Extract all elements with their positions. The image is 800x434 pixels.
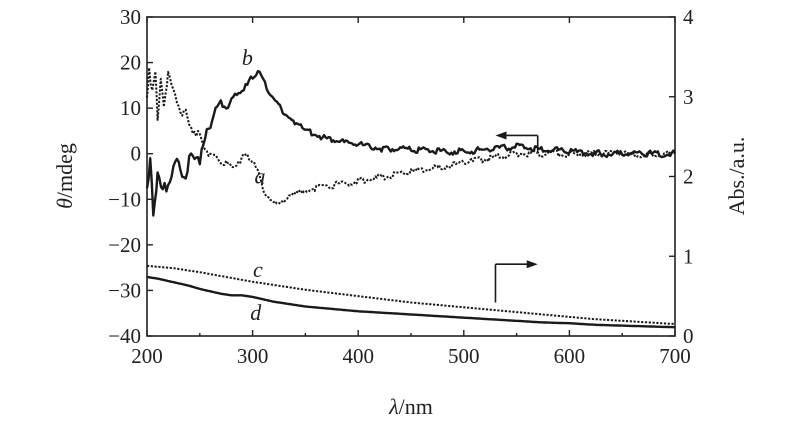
y-left-tick-label: −10	[108, 187, 141, 211]
x-axis-label-unit: /nm	[399, 394, 433, 419]
series-label-a: a	[254, 163, 265, 188]
x-axis-label-var: λ	[388, 394, 399, 419]
plot-frame	[146, 16, 676, 337]
x-tick-label: 700	[659, 344, 691, 368]
y-right-tick-label: 0	[683, 324, 694, 348]
series-labels: a b cd	[242, 45, 266, 325]
x-tick-label: 600	[554, 344, 586, 368]
y-right-tick-label: 1	[683, 244, 694, 268]
arrow-left-icon	[495, 131, 507, 140]
axis-arrows	[494, 131, 539, 303]
y-right-tick-label: 2	[683, 165, 694, 189]
axis-ticks: 200 300 400 500 600 700−40−30−20−100102030012…	[108, 5, 694, 368]
series-line-c	[146, 264, 676, 325]
y-left-axis-label-unit: /mdeg	[52, 143, 77, 198]
y-left-tick-label: −40	[108, 324, 141, 348]
arrow-right-icon	[526, 260, 538, 269]
x-tick-label: 500	[448, 344, 480, 368]
x-tick-label: 300	[237, 344, 269, 368]
y-left-tick-label: 10	[120, 96, 141, 120]
y-left-axis-label-var: θ	[52, 198, 77, 209]
series-label-b: b	[242, 45, 253, 70]
series-line-a	[146, 66, 676, 205]
x-axis-label: λ/nm	[388, 394, 433, 419]
series-label-c: c	[253, 257, 263, 282]
y-left-axis-label: θ/mdeg	[52, 143, 77, 209]
y-right-axis-label: Abs./a.u.	[724, 137, 749, 216]
x-tick-label: 200	[131, 344, 163, 368]
series-label-d: d	[250, 300, 262, 325]
y-left-tick-label: −20	[108, 233, 141, 257]
series-line-b	[145, 69, 677, 217]
x-tick-label: 400	[342, 344, 374, 368]
y-right-tick-label: 4	[683, 5, 694, 29]
y-left-tick-label: 20	[120, 51, 141, 75]
y-left-tick-label: 30	[120, 5, 141, 29]
y-right-tick-label: 3	[683, 85, 694, 109]
series-group	[145, 66, 677, 329]
series-line-d	[146, 275, 675, 329]
y-left-tick-label: −30	[108, 278, 141, 302]
y-left-tick-label: 0	[131, 142, 142, 166]
